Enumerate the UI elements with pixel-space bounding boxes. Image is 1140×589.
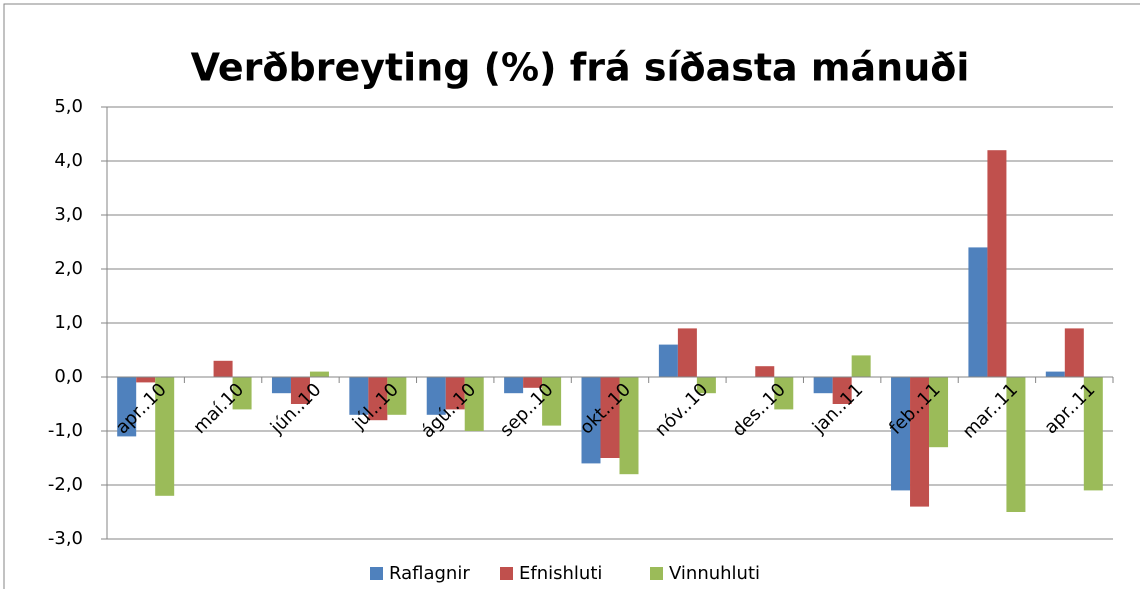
bar: [619, 377, 639, 475]
bar: [987, 150, 1007, 377]
bar: [155, 377, 175, 496]
bar: [851, 355, 871, 377]
bar: [968, 247, 988, 377]
bar: [1006, 377, 1026, 512]
bar: [445, 377, 465, 410]
bar: [232, 377, 252, 410]
y-tick-label: 2,0: [54, 258, 83, 279]
bar: [600, 377, 620, 458]
y-tick-label: 4,0: [54, 150, 83, 171]
bar: [696, 377, 716, 394]
bar: [581, 377, 601, 464]
bar: [117, 377, 137, 437]
bar: [1083, 377, 1103, 491]
chart-title: Verðbreyting (%) frá síðasta mánuði: [191, 46, 970, 90]
bar: [658, 344, 678, 377]
bar: [523, 377, 543, 388]
bar: [891, 377, 911, 491]
bar: [290, 377, 310, 404]
bar: [677, 328, 697, 377]
bar: [1045, 371, 1065, 377]
y-tick-label: -2,0: [48, 474, 83, 495]
legend-label: Efnishluti: [519, 563, 602, 584]
y-tick-label: 5,0: [54, 96, 83, 117]
bar: [910, 377, 930, 507]
legend-label: Raflagnir: [389, 563, 470, 584]
legend-swatch: [370, 567, 383, 580]
bar: [774, 377, 794, 410]
bar: [387, 377, 407, 415]
bar: [271, 377, 291, 394]
bar: [813, 377, 833, 394]
bar: [755, 366, 775, 377]
bar: [213, 360, 233, 377]
bar: [832, 377, 852, 404]
chart-border: [3, 3, 1140, 589]
bar: [504, 377, 524, 394]
bar: [136, 377, 156, 383]
legend-label: Vinnuhluti: [669, 563, 760, 584]
bar: [426, 377, 446, 415]
y-tick-label: -3,0: [48, 528, 83, 549]
bar: [349, 377, 369, 415]
bar: [929, 377, 949, 448]
bar: [542, 377, 562, 426]
legend-swatch: [650, 567, 663, 580]
bar: [1064, 328, 1084, 377]
y-tick-label: 0,0: [54, 366, 83, 387]
bar: [464, 377, 484, 431]
y-tick-label: -1,0: [48, 420, 83, 441]
y-tick-label: 1,0: [54, 312, 83, 333]
bar: [368, 377, 388, 421]
bar: [309, 371, 329, 377]
y-tick-label: 3,0: [54, 204, 83, 225]
legend-swatch: [500, 567, 513, 580]
